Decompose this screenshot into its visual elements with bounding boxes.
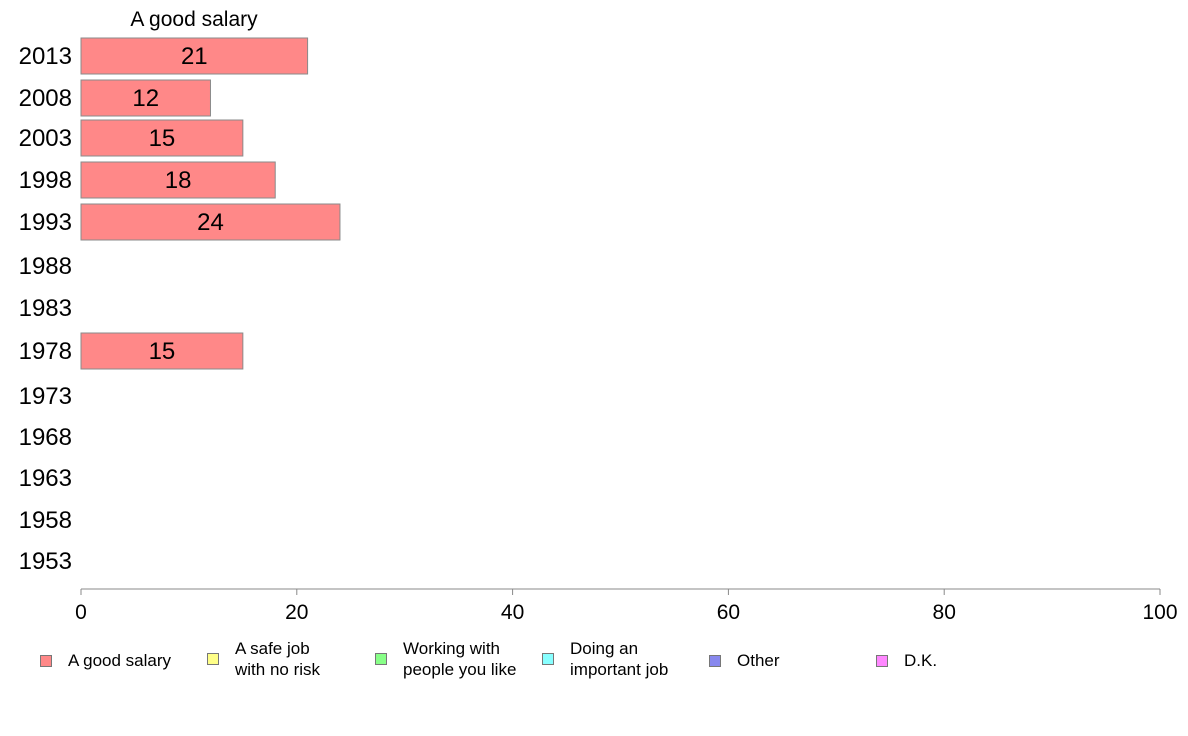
legend-item-other: Other xyxy=(709,650,780,671)
legend-swatch xyxy=(375,653,387,665)
category-label: 1978 xyxy=(19,338,72,365)
category-label: 1988 xyxy=(19,253,72,280)
bar-value-label: 21 xyxy=(181,43,208,70)
category-label: 2008 xyxy=(19,85,72,112)
bar xyxy=(80,161,276,199)
x-tick-label: 0 xyxy=(75,601,87,624)
legend-label: Doing an important job xyxy=(570,639,669,679)
category-label: 1953 xyxy=(19,548,72,575)
legend-label: A good salary xyxy=(68,651,172,670)
legend-item-important-job: Doing an important job xyxy=(542,638,668,680)
legend-item-safe-job: A safe job with no risk xyxy=(207,638,320,680)
legend: A good salary A safe job with no risk Wo… xyxy=(0,636,1188,696)
legend-label: Working with people you like xyxy=(403,639,517,679)
bar xyxy=(80,37,309,75)
bar-value-label: 15 xyxy=(149,125,176,152)
legend-item-good-salary: A good salary xyxy=(40,650,171,671)
legend-label: Other xyxy=(737,651,780,670)
category-label: 1958 xyxy=(19,507,72,534)
category-label: 1983 xyxy=(19,295,72,322)
category-label: 2013 xyxy=(19,43,72,70)
chart-title: A good salary xyxy=(130,8,258,31)
x-tick-label: 100 xyxy=(1142,601,1177,624)
category-label: 1963 xyxy=(19,465,72,492)
category-label: 1998 xyxy=(19,167,72,194)
legend-swatch xyxy=(207,653,219,665)
x-tick-label: 60 xyxy=(717,601,740,624)
bar xyxy=(80,203,341,241)
legend-swatch xyxy=(40,654,52,667)
legend-swatch xyxy=(542,653,554,665)
bar-value-label: 15 xyxy=(149,338,176,365)
legend-item-dk: D.K. xyxy=(876,650,937,671)
legend-swatch xyxy=(709,654,721,667)
bar-value-label: 24 xyxy=(197,209,224,236)
category-label: 1968 xyxy=(19,424,72,451)
bar xyxy=(80,119,244,157)
bar xyxy=(80,79,211,117)
x-tick-label: 40 xyxy=(501,601,524,624)
legend-item-working-with-people: Working with people you like xyxy=(375,638,516,680)
category-label: 1993 xyxy=(19,209,72,236)
legend-label: A safe job with no risk xyxy=(235,639,321,679)
bar-value-label: 18 xyxy=(165,167,192,194)
bar xyxy=(80,332,244,370)
x-tick-label: 80 xyxy=(933,601,956,624)
category-label: 2003 xyxy=(19,125,72,152)
legend-swatch xyxy=(876,654,888,667)
legend-label: D.K. xyxy=(904,651,938,670)
x-tick-label: 20 xyxy=(285,601,308,624)
category-label: 1973 xyxy=(19,383,72,410)
bar-value-label: 12 xyxy=(132,85,159,112)
